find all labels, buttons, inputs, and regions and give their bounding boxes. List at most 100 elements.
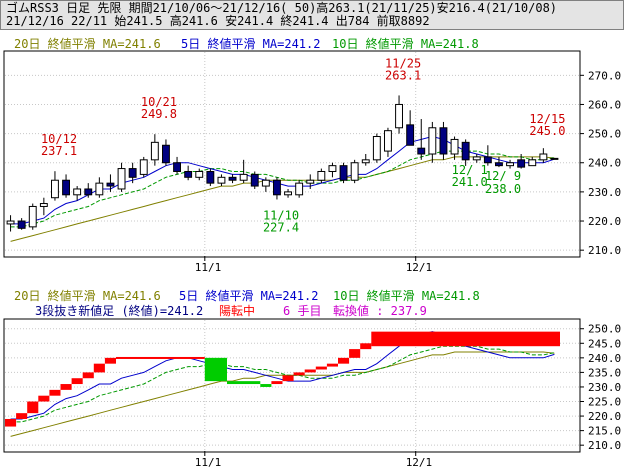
top-legend-ma20: 20日 終値平滑 MA=241.6 [14, 36, 161, 51]
chart-header: ゴムRSS3 日足 先限 期間21/10/06～21/12/16( 50)高26… [0, 0, 624, 30]
candle-body-up [506, 162, 514, 167]
candle-body-down [162, 144, 170, 164]
candle-body-up [150, 141, 159, 161]
candle-body-down [128, 168, 137, 178]
break-box-up [5, 418, 17, 427]
annotation-date: 11/25 [385, 56, 421, 70]
annotation-value: 263.1 [385, 68, 421, 82]
candle-body-down [439, 127, 448, 155]
break-box-up [360, 343, 372, 350]
annotation-date: 11/10 [263, 208, 299, 222]
annotation-value: 249.8 [141, 107, 177, 121]
candle [128, 162, 137, 184]
candle-body-up [284, 191, 292, 196]
break-box-up [271, 381, 283, 385]
candle-x-tick-label: 12/1 [406, 261, 433, 274]
candle [250, 171, 259, 189]
break-box-up [71, 378, 83, 385]
candle-body-down [406, 124, 415, 146]
bottom-legend-ma10: 10日 終値平滑 MA=241.8 [333, 288, 480, 303]
break-box-down [204, 357, 227, 382]
candle [39, 197, 48, 216]
header-price-line: 21/12/16 22/11 始241.5 高241.6 安241.4 終241… [6, 14, 430, 28]
candle [62, 174, 70, 198]
candle-body-down [84, 188, 93, 196]
annotation-value: 245.0 [529, 124, 565, 138]
break-box-up [82, 372, 94, 379]
candle-y-tick-label: 230.0 [588, 186, 621, 199]
annotation-date: 10/21 [141, 95, 177, 109]
candle [284, 188, 292, 198]
candle [150, 134, 159, 166]
candle [550, 157, 559, 160]
candle [395, 95, 403, 134]
break-y-tick-label: 250.0 [588, 323, 621, 336]
candle-y-tick-label: 270.0 [588, 69, 621, 82]
break-box-up [38, 395, 50, 402]
candle-body-down [62, 179, 70, 196]
candle [428, 121, 437, 163]
candle [317, 168, 326, 184]
candle [95, 177, 104, 198]
candle [339, 162, 348, 184]
candle-y-tick-label: 240.0 [588, 157, 621, 170]
break-boxes [5, 331, 560, 427]
candle-x-tick-label: 11/1 [195, 261, 222, 274]
candle [350, 159, 359, 184]
break-box-up [371, 331, 560, 347]
candle-grid [5, 52, 580, 256]
candle [217, 174, 226, 187]
candle-body-up [6, 220, 15, 225]
break-info-reversal: 転換値 : 237.9 [333, 303, 427, 318]
annotation-date: 12/ 1 [452, 163, 488, 177]
candle-y-tick-label: 250.0 [588, 128, 621, 141]
candle [372, 133, 381, 163]
break-ma10-line [10, 345, 555, 423]
candle-body-up [361, 159, 370, 164]
break-box-up [116, 356, 205, 359]
break-box-down [260, 384, 272, 387]
bottom-legend-ma5: 5日 終値平滑 MA=241.2 [179, 288, 318, 303]
candle [417, 119, 426, 160]
candle-body-up [28, 205, 37, 228]
annotation-date: 12/15 [529, 112, 565, 126]
candle-body-down [273, 179, 281, 196]
candle [17, 218, 26, 230]
break-box-up [293, 372, 305, 376]
candle [539, 148, 548, 163]
break-y-tick-label: 235.0 [588, 366, 621, 379]
candle-body-up [306, 179, 315, 184]
candle-body-up [472, 156, 481, 161]
candle-body-down [495, 162, 503, 167]
candle-body-down [483, 156, 492, 164]
candle-x-axis: 11/1 12/1 [195, 256, 432, 274]
candle-body-up [350, 162, 359, 181]
candle [406, 110, 415, 146]
candle [461, 139, 470, 166]
break-box-up [315, 366, 327, 370]
break-y-tick-label: 220.0 [588, 410, 621, 423]
candle-body-up [239, 173, 248, 181]
annotation-value: 227.4 [263, 220, 299, 234]
candle [117, 162, 126, 192]
candle-body-down [106, 182, 115, 187]
candle [162, 139, 170, 166]
candle-y-tick-label: 210.0 [588, 244, 621, 257]
candle [195, 168, 204, 181]
annotation-date: 10/12 [41, 132, 77, 146]
candle-body-down [206, 170, 215, 184]
bottom-legend-ma20: 20日 終値平滑 MA=241.6 [14, 288, 161, 303]
candle [328, 162, 337, 178]
candle [239, 159, 248, 184]
break-x-axis: 11/1 12/1 [195, 451, 432, 469]
candle-body-down [228, 176, 237, 181]
candle-body-up [261, 179, 270, 187]
break-x-tick-label: 11/1 [195, 456, 222, 469]
break-box-up [326, 363, 338, 367]
break-box-up [16, 413, 28, 419]
break-y-tick-label: 240.0 [588, 352, 621, 365]
break-x-tick-label: 12/1 [406, 456, 433, 469]
candle-body-up [51, 179, 59, 199]
candle-body-up [195, 170, 204, 178]
